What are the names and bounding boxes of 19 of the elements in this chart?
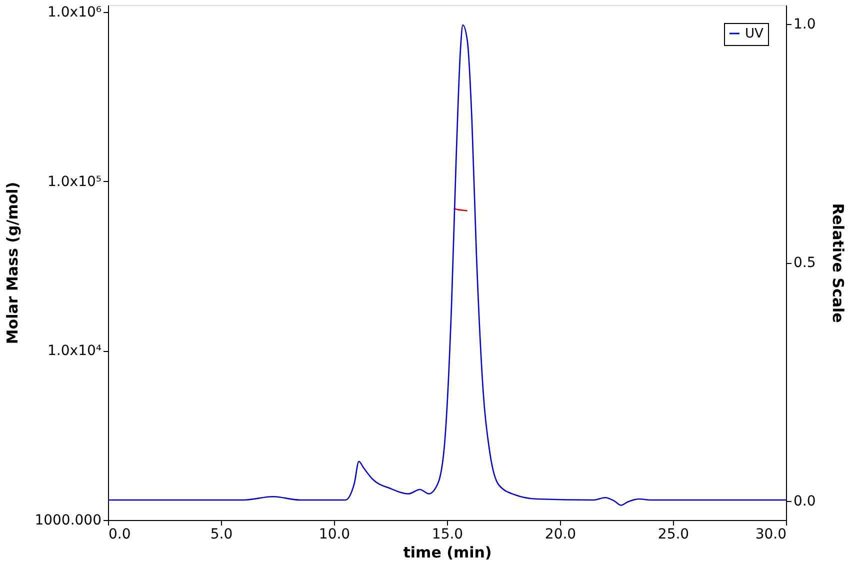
y-axis-title: Molar Mass (g/mol) (4, 182, 22, 344)
x-tick-label: 10.0 (318, 526, 350, 542)
y-tick-label: 1.0x10⁴ (48, 343, 102, 360)
y2-tick-label: 1.0 (794, 16, 816, 33)
y2-tick-label: 0.5 (794, 255, 816, 271)
x-axis-title: time (min) (403, 544, 492, 562)
line-series (108, 24, 786, 506)
x-tick-label: 15.0 (432, 526, 464, 542)
y-tick-label: 1000.000 (34, 512, 102, 528)
x-tick-label: 0.0 (108, 526, 131, 542)
legend-label: UV (745, 26, 764, 42)
y2-axis-title: Relative Scale (828, 203, 847, 323)
x-tick-label: 20.0 (544, 526, 576, 542)
x-tick-label: 5.0 (210, 526, 233, 542)
y-tick-label: 1.0x10⁵ (48, 174, 102, 190)
y2-tick-label: 0.0 (794, 493, 816, 510)
x-tick-label: 25.0 (658, 526, 690, 542)
x-tick-label: 30.0 (755, 526, 786, 542)
y-tick-label: 1.0x10⁶ (48, 4, 102, 21)
